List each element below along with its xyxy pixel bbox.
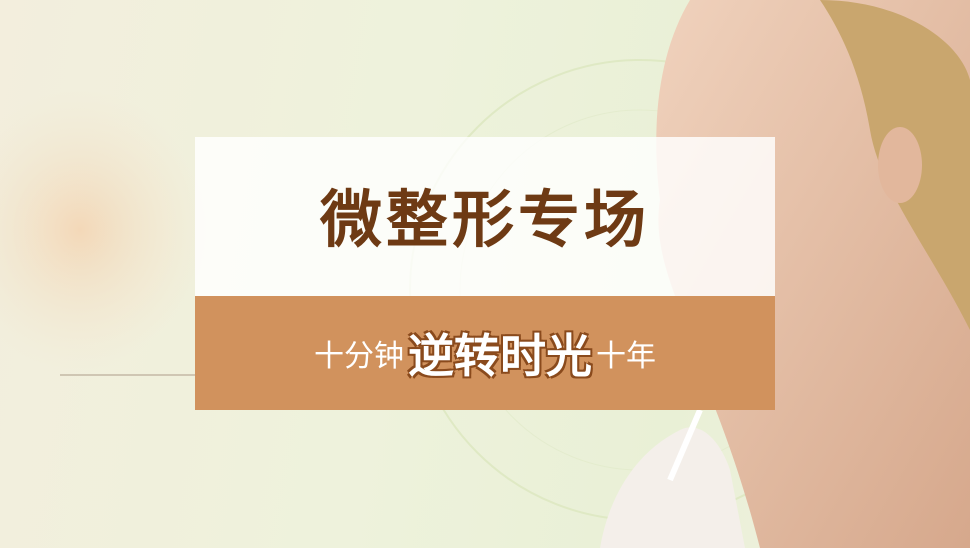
subtitle-band: 十分钟 逆转时光 十年 <box>195 296 775 410</box>
subtitle-suffix: 十年 <box>596 339 656 374</box>
title: 微整形专场 <box>319 183 650 256</box>
title-panel <box>195 137 775 296</box>
subtitle-prefix: 十分钟 <box>314 339 404 374</box>
subtitle-highlight: 逆转时光 <box>408 329 592 383</box>
